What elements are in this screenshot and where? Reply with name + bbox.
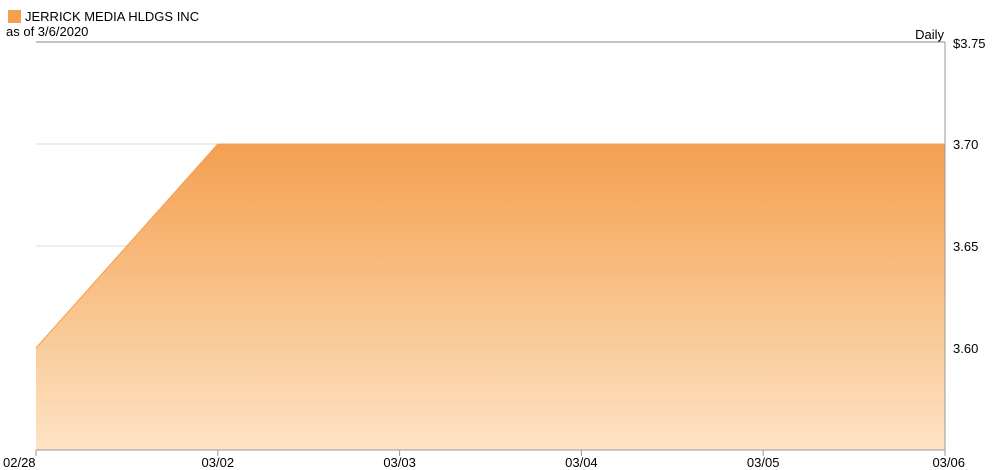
legend-swatch <box>8 10 21 23</box>
as-of-date: as of 3/6/2020 <box>6 24 89 39</box>
x-axis-labels: 02/28 03/02 03/03 03/04 03/05 03/06 <box>3 455 965 470</box>
x-tick-label: 03/02 <box>202 455 235 470</box>
x-tick-label: 03/06 <box>932 455 965 470</box>
y-tick-label: 3.65 <box>953 239 978 254</box>
series-area <box>36 144 945 450</box>
frequency-label: Daily <box>915 27 944 42</box>
x-tick-label: 03/05 <box>747 455 780 470</box>
y-tick-label: 3.60 <box>953 341 978 356</box>
area-series <box>35 143 946 450</box>
series-name: JERRICK MEDIA HLDGS INC <box>25 9 200 24</box>
x-tick-label: 03/04 <box>565 455 598 470</box>
y-tick-label: $3.75 <box>953 36 986 51</box>
series-line <box>35 143 945 349</box>
y-axis-labels: $3.75 3.70 3.65 3.60 <box>953 36 986 356</box>
y-tick-label: 3.70 <box>953 137 978 152</box>
axes <box>35 42 946 456</box>
x-tick-label: 03/03 <box>383 455 416 470</box>
chart-header: JERRICK MEDIA HLDGS INC as of 3/6/2020 <box>6 9 199 39</box>
legend-entry: JERRICK MEDIA HLDGS INC <box>8 9 199 24</box>
x-tick-label: 02/28 <box>3 455 36 470</box>
